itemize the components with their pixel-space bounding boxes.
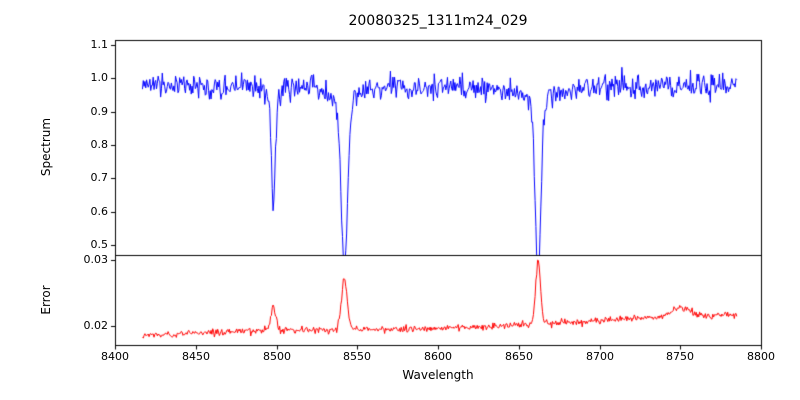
spectrum-y-tick-label: 1.0 xyxy=(90,71,109,84)
x-tick-label: 8650 xyxy=(505,350,533,363)
spectrum-axis-label: Spectrum xyxy=(39,117,53,177)
error-y-tick-label: 0.02 xyxy=(83,319,109,332)
x-tick-label: 8500 xyxy=(263,350,291,363)
spectrum-y-tick-label: 0.6 xyxy=(90,205,109,218)
spectrum-y-tick-label: 0.5 xyxy=(90,238,109,251)
wavelength-axis-label: Wavelength xyxy=(402,368,474,382)
x-tick-label: 8800 xyxy=(747,350,775,363)
x-tick-label: 8600 xyxy=(424,350,452,363)
chart-title: 20080325_1311m24_029 xyxy=(348,13,528,29)
x-tick-label: 8550 xyxy=(343,350,371,363)
error-axis-label: Error xyxy=(39,285,53,315)
spectrum-y-tick-label: 0.9 xyxy=(90,105,109,118)
x-tick-label: 8700 xyxy=(586,350,614,363)
error-y-tick-label: 0.03 xyxy=(83,253,109,266)
x-tick-label: 8400 xyxy=(101,350,129,363)
spectrum-y-tick-label: 1.1 xyxy=(90,38,109,51)
spectrum-y-tick-label: 0.8 xyxy=(90,138,109,151)
x-tick-label: 8450 xyxy=(182,350,210,363)
spectrum-y-tick-label: 0.7 xyxy=(90,171,109,184)
x-tick-label: 8750 xyxy=(666,350,694,363)
